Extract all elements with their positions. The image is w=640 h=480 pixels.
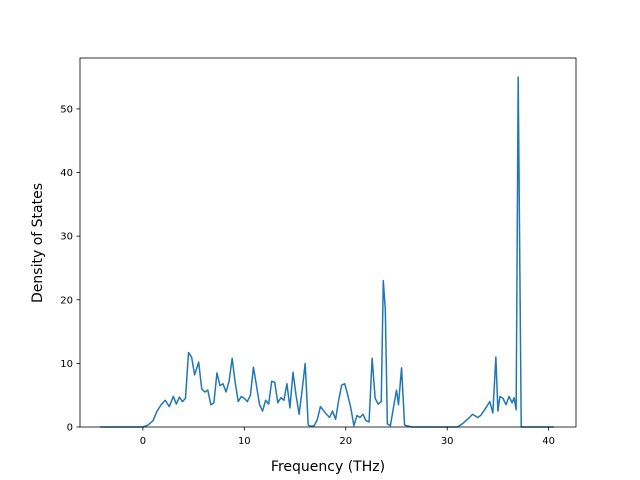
x-tick-label: 20 [339, 436, 352, 447]
y-tick-label: 40 [60, 168, 73, 179]
axes: 0 10 20 30 40 0 10 20 30 40 50 [60, 57, 577, 447]
dos-series-line [100, 76, 554, 428]
y-tick-label: 10 [60, 359, 73, 370]
y-axis-label: Density of States [30, 183, 46, 303]
x-tick-label: 0 [140, 436, 146, 447]
x-tick-label: 30 [441, 436, 454, 447]
y-tick-label: 30 [60, 232, 73, 243]
y-tick-label: 20 [60, 295, 73, 306]
y-tick-label: 0 [67, 423, 73, 434]
x-tick-label: 10 [238, 436, 251, 447]
x-axis-label: Frequency (THz) [271, 459, 385, 475]
plot-area [100, 76, 554, 428]
y-tick-label: 50 [60, 104, 73, 115]
x-tick-label: 40 [542, 436, 555, 447]
axes-frame [79, 57, 577, 428]
